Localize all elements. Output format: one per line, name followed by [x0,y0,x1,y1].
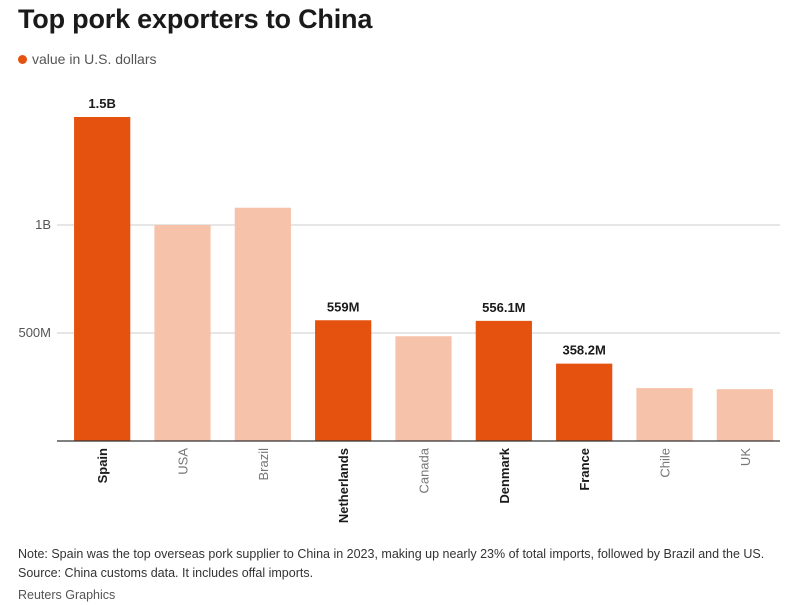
y-tick-label: 1B [35,217,51,232]
note-text: Note: Spain was the top overseas pork su… [18,547,765,561]
x-tick-label: USA [176,448,191,475]
bar [234,207,291,441]
bar [395,336,452,441]
bar [636,388,693,441]
data-label: 556.1M [482,300,525,315]
legend-label: value in U.S. dollars [32,51,157,67]
bar [475,320,532,441]
bar [716,389,773,441]
footnote: Note: Spain was the top overseas pork su… [18,545,788,583]
x-tick-label: Chile [658,448,673,478]
x-tick-label: Canada [417,447,432,493]
bar [74,117,131,441]
bar [154,225,211,441]
credit: Reuters Graphics [18,588,116,602]
x-tick-label: UK [738,448,753,466]
bar-chart: 500M 1B 1.5B Spain USA Brazil 559M Netherlands C… [18,96,780,523]
data-label: 1.5B [88,96,115,111]
source-text: Source: China customs data. It includes … [18,566,314,580]
legend-swatch [18,54,27,64]
x-tick-label: Spain [95,448,110,483]
data-label: 559M [327,299,360,314]
chart-title: Top pork exporters to China [18,4,373,34]
bar [556,363,613,441]
bar [315,320,372,441]
x-tick-label: Denmark [497,447,512,503]
x-tick-label: Netherlands [336,448,351,523]
y-tick-label: 500M [18,325,51,340]
x-tick-label: Brazil [256,448,271,481]
data-label: 358.2M [562,343,605,358]
legend: value in U.S. dollars [18,51,157,67]
x-tick-label: France [577,448,592,491]
